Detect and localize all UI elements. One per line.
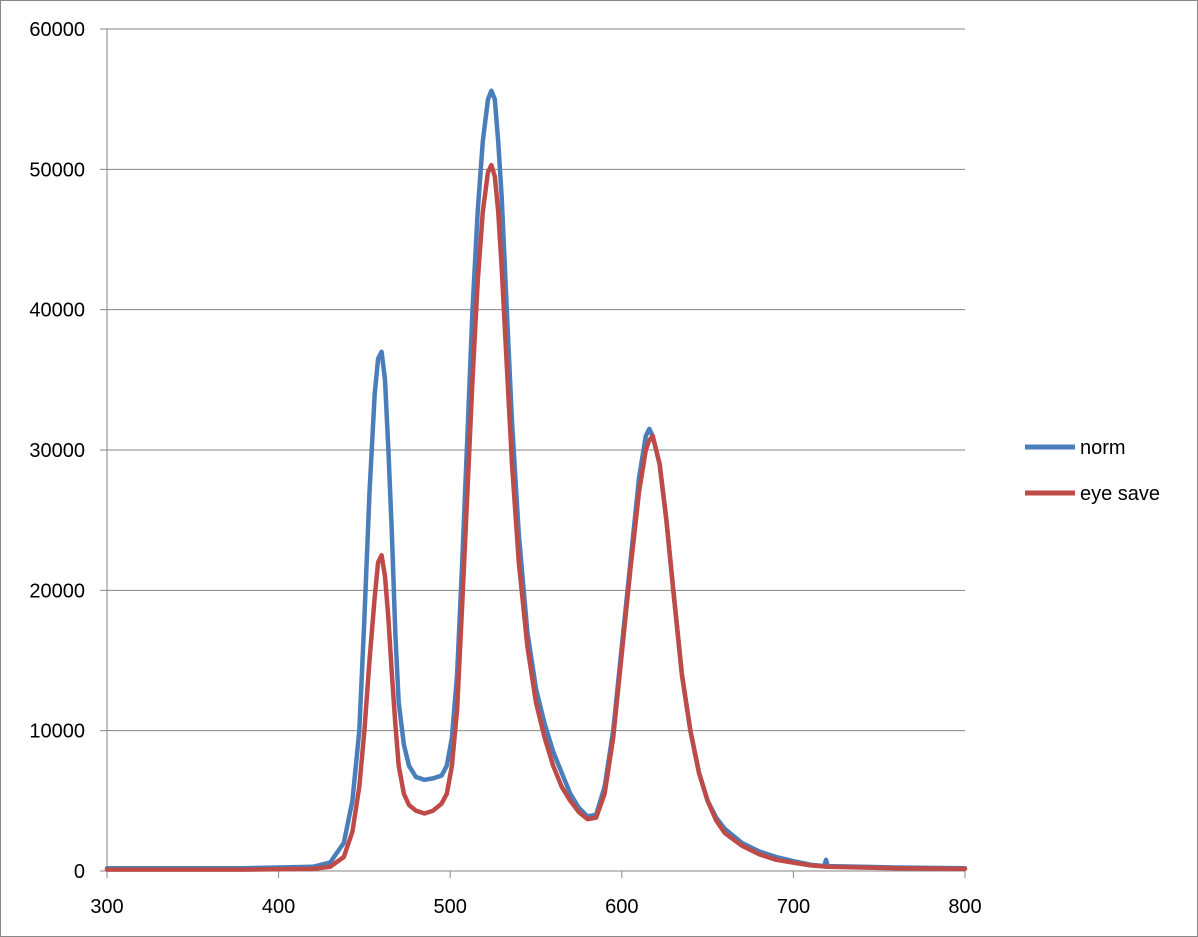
axes: 0 10000 20000 30000 40000 50000 60000 300 400 500… [29, 19, 981, 918]
y-tick-label: 0 [74, 861, 85, 883]
y-tick-label: 30000 [29, 440, 85, 462]
y-tick-label: 20000 [29, 580, 85, 602]
y-tick-label: 10000 [29, 721, 85, 743]
x-tick-label: 500 [434, 896, 467, 918]
y-tick-label: 40000 [29, 300, 85, 322]
series-lines [104, 88, 968, 872]
y-tick-label: 50000 [29, 159, 85, 181]
legend-label: eye save [1080, 483, 1160, 505]
x-tick-label: 700 [777, 896, 810, 918]
series-line-norm [104, 88, 968, 871]
x-tick-label: 400 [262, 896, 295, 918]
series-line-eye-save [104, 162, 968, 872]
x-tick-label: 300 [90, 896, 123, 918]
legend: norm eye save [1025, 437, 1160, 505]
y-tick-label: 60000 [29, 19, 85, 41]
x-tick-label: 600 [605, 896, 638, 918]
grid-lines [107, 28, 965, 732]
x-tick-label: 800 [948, 896, 981, 918]
legend-label: norm [1080, 437, 1126, 459]
